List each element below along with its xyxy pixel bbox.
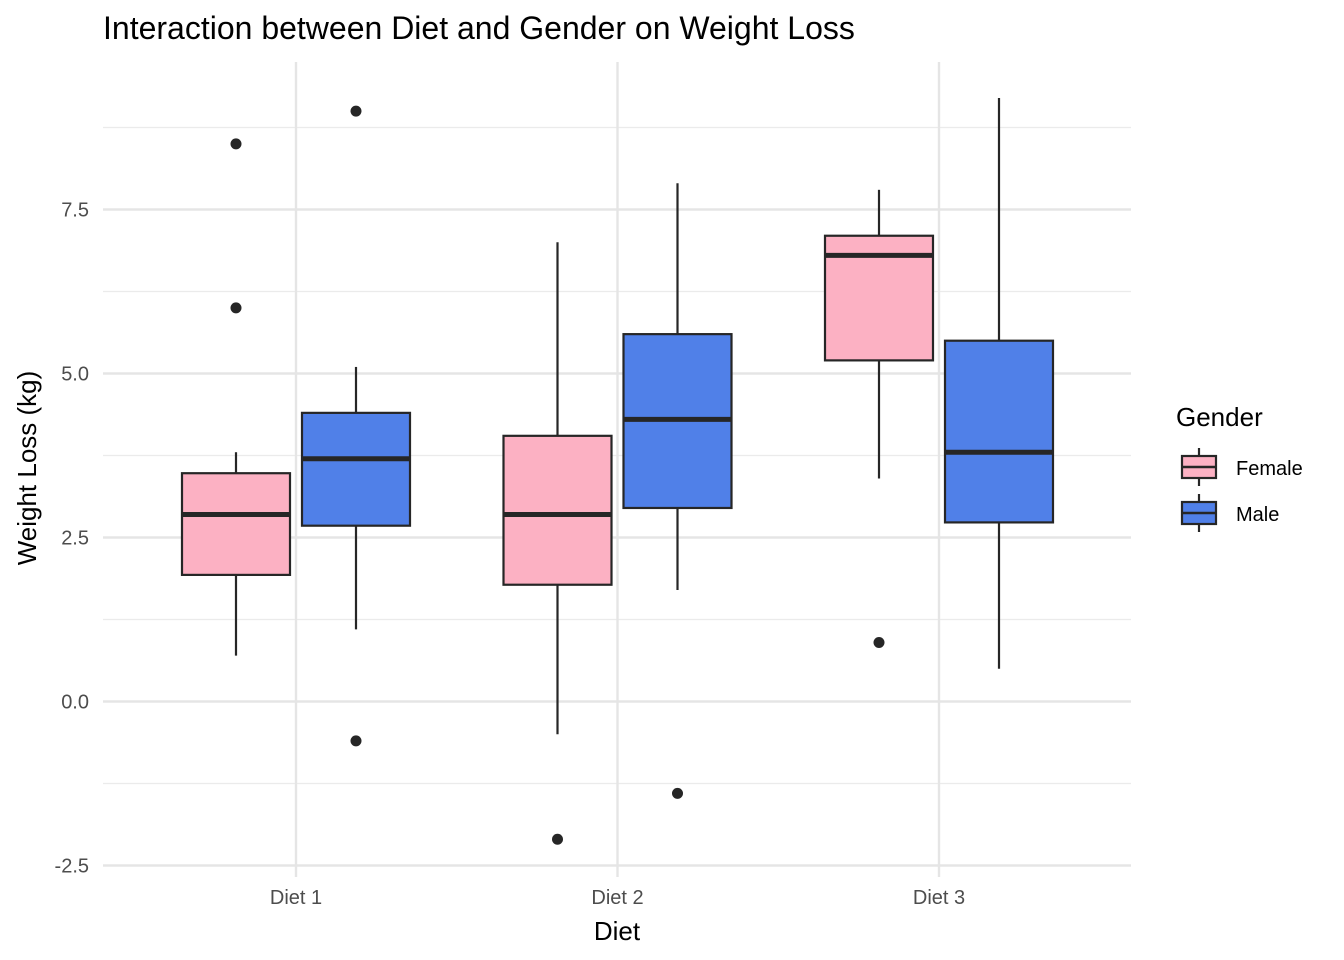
y-tick-label: 7.5 [61, 200, 89, 222]
outlier-point [552, 833, 563, 845]
y-axis-title: Weight Loss (kg) [12, 371, 42, 566]
outlier-point [350, 105, 362, 117]
outlier-point [350, 735, 362, 747]
y-tick-label: -2.5 [55, 856, 89, 878]
outlier-point [230, 302, 242, 314]
box-male-diet-1 [300, 105, 412, 747]
box-marks [180, 97, 1055, 845]
box-female-diet-2 [502, 242, 613, 845]
outlier-point [672, 787, 683, 799]
y-tick-label: 5.0 [61, 364, 89, 386]
x-tick-label: Diet 2 [591, 887, 643, 909]
box-female-diet-1 [180, 138, 292, 656]
box-body [943, 339, 1055, 524]
legend-label: Male [1236, 504, 1279, 526]
y-tick-label: 2.5 [61, 528, 89, 550]
y-tick-label: 0.0 [61, 692, 89, 714]
x-axis-title: Diet [594, 916, 641, 946]
legend-item-male: Male [1180, 494, 1279, 532]
x-tick-label: Diet 3 [913, 887, 965, 909]
box-body [502, 434, 613, 586]
legend-title: Gender [1176, 402, 1263, 432]
box-male-diet-2 [622, 183, 733, 799]
legend-item-female: Female [1180, 448, 1303, 486]
legend-label: Female [1236, 458, 1303, 480]
box-body [180, 472, 292, 576]
axes: Diet Weight Loss (kg) [12, 371, 641, 946]
outlier-point [873, 636, 885, 648]
box-male-diet-3 [943, 97, 1055, 669]
x-tick-label: Diet 1 [270, 887, 322, 909]
box-body [300, 411, 412, 527]
legend: Gender Female Male [1176, 402, 1303, 532]
box-female-diet-3 [823, 189, 935, 648]
chart-title: Interaction between Diet and Gender on W… [103, 10, 855, 46]
outlier-point [230, 138, 242, 150]
